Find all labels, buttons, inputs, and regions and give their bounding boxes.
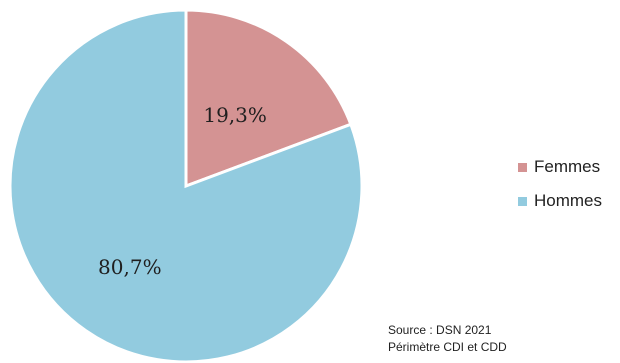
legend-swatch-hommes [518, 196, 527, 206]
legend-label-femmes: Femmes [534, 157, 601, 176]
pie-slice-femmes [184, 8, 353, 189]
legend-swatch-femmes [518, 162, 527, 172]
source-line-2: Périmètre CDI et CDD [388, 340, 507, 354]
data-label-hommes: 80,7% [98, 255, 162, 279]
pie-slice-hommes [8, 8, 364, 363]
pie-data-labels: 19,3% 80,7% [98, 103, 267, 279]
legend: Femmes Hommes [518, 154, 602, 222]
legend-item-hommes: Hommes [518, 188, 602, 214]
legend-item-femmes: Femmes [518, 154, 602, 180]
source-note: Source : DSN 2021 Périmètre CDI et CDD [388, 322, 507, 356]
source-line-1: Source : DSN 2021 [388, 323, 492, 337]
data-label-femmes: 19,3% [203, 103, 267, 127]
legend-label-hommes: Hommes [534, 191, 603, 210]
pie-slices [8, 8, 364, 363]
